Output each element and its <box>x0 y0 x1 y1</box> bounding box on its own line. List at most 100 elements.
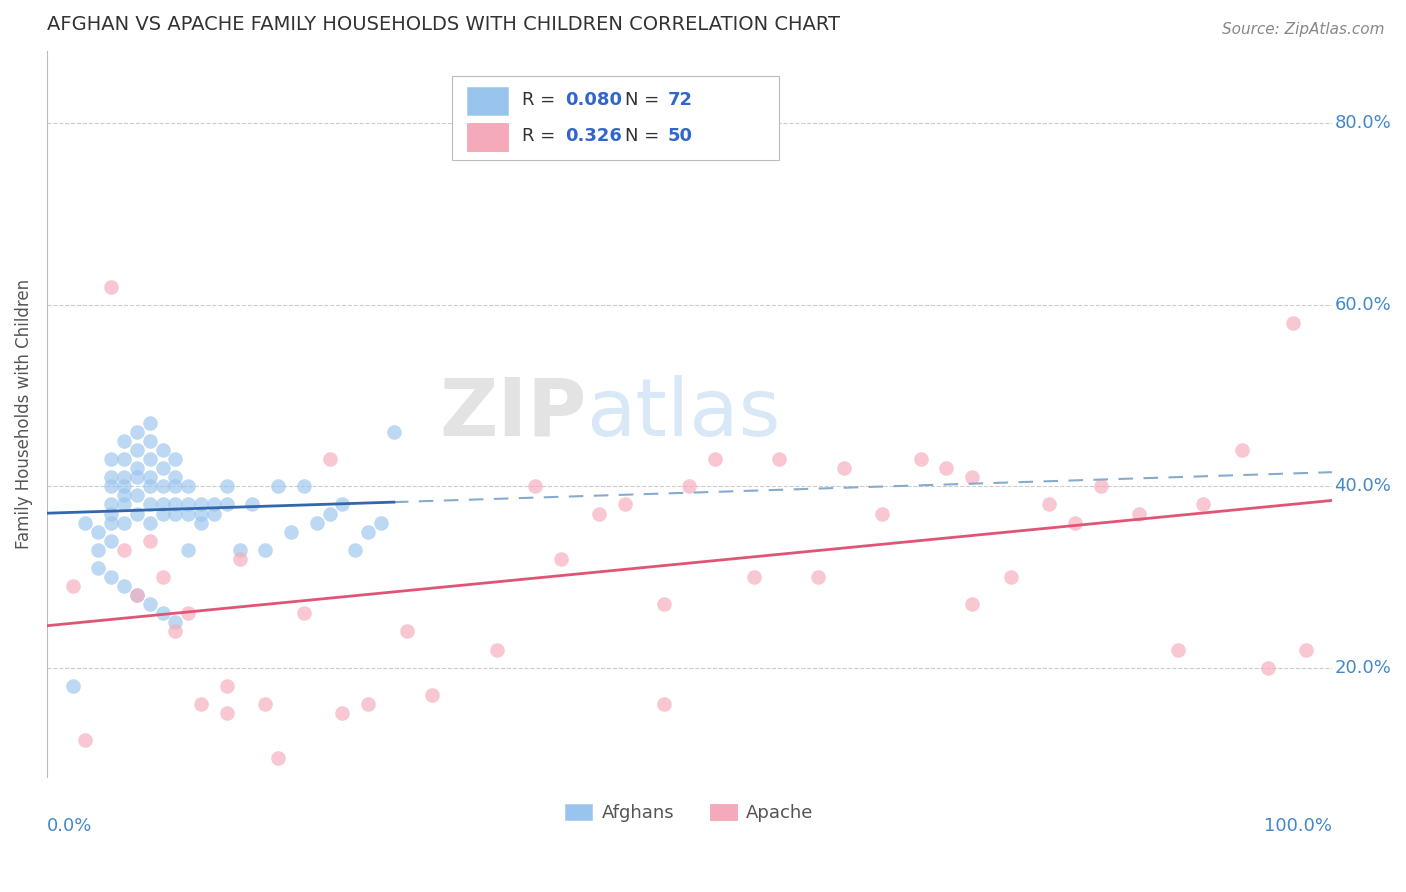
Point <box>704 452 727 467</box>
Text: 80.0%: 80.0% <box>1334 114 1392 132</box>
Point <box>422 688 444 702</box>
Point <box>100 498 122 512</box>
Point <box>228 552 250 566</box>
Point <box>1038 498 1060 512</box>
Text: 40.0%: 40.0% <box>1334 477 1392 495</box>
Point <box>112 579 135 593</box>
Point <box>125 443 148 458</box>
Text: 72: 72 <box>668 91 693 109</box>
Text: N =: N = <box>626 128 665 145</box>
Text: R =: R = <box>523 91 561 109</box>
Y-axis label: Family Households with Children: Family Households with Children <box>15 278 32 549</box>
Point <box>138 533 160 548</box>
Point <box>112 452 135 467</box>
FancyBboxPatch shape <box>451 76 779 160</box>
Point <box>165 498 187 512</box>
Point <box>112 542 135 557</box>
Point <box>138 498 160 512</box>
Text: atlas: atlas <box>586 375 780 453</box>
Point <box>935 461 957 475</box>
Point <box>165 615 187 630</box>
Point <box>100 507 122 521</box>
Point <box>344 542 367 557</box>
Point <box>292 607 315 621</box>
Point <box>112 434 135 448</box>
Point <box>87 524 110 539</box>
Point <box>395 624 418 639</box>
Text: 20.0%: 20.0% <box>1334 659 1392 677</box>
Text: Source: ZipAtlas.com: Source: ZipAtlas.com <box>1222 22 1385 37</box>
Point <box>138 516 160 530</box>
Point <box>100 279 122 293</box>
Point <box>152 443 174 458</box>
Point <box>332 706 354 720</box>
Point <box>292 479 315 493</box>
Point <box>832 461 855 475</box>
Point <box>228 542 250 557</box>
Point <box>960 470 983 484</box>
Point <box>370 516 392 530</box>
Legend: Afghans, Apache: Afghans, Apache <box>558 797 821 830</box>
Point <box>1295 642 1317 657</box>
Point <box>152 479 174 493</box>
Text: 60.0%: 60.0% <box>1334 296 1392 314</box>
Point <box>152 507 174 521</box>
Point <box>870 507 893 521</box>
Point <box>318 452 340 467</box>
Point <box>190 516 212 530</box>
Point <box>524 479 547 493</box>
Point <box>177 607 200 621</box>
FancyBboxPatch shape <box>467 87 508 115</box>
Point <box>1167 642 1189 657</box>
Point <box>125 425 148 439</box>
Point <box>112 498 135 512</box>
Point <box>1064 516 1087 530</box>
Text: 0.326: 0.326 <box>565 128 621 145</box>
Point <box>125 488 148 502</box>
Text: 0.080: 0.080 <box>565 91 621 109</box>
Point <box>254 542 277 557</box>
Point <box>165 624 187 639</box>
Point <box>138 416 160 430</box>
Point <box>742 570 765 584</box>
Point <box>280 524 302 539</box>
Point <box>960 597 983 611</box>
FancyBboxPatch shape <box>467 123 508 151</box>
Point <box>75 733 97 747</box>
Point <box>125 470 148 484</box>
Point <box>318 507 340 521</box>
Point <box>202 507 225 521</box>
Point <box>125 507 148 521</box>
Point <box>165 470 187 484</box>
Point <box>190 507 212 521</box>
Point <box>165 479 187 493</box>
Point <box>138 597 160 611</box>
Point <box>267 751 290 765</box>
Point <box>768 452 790 467</box>
Point <box>1000 570 1022 584</box>
Point <box>177 542 200 557</box>
Point <box>100 452 122 467</box>
Text: 100.0%: 100.0% <box>1264 816 1331 835</box>
Point <box>152 570 174 584</box>
Point <box>62 679 84 693</box>
Point <box>87 542 110 557</box>
Point <box>177 479 200 493</box>
Point <box>215 706 238 720</box>
Point <box>152 498 174 512</box>
Point <box>678 479 700 493</box>
Text: 50: 50 <box>668 128 693 145</box>
Point <box>382 425 405 439</box>
Point <box>112 488 135 502</box>
Point <box>357 524 380 539</box>
Point <box>100 533 122 548</box>
Point <box>138 479 160 493</box>
Point <box>242 498 264 512</box>
Point <box>550 552 572 566</box>
Text: AFGHAN VS APACHE FAMILY HOUSEHOLDS WITH CHILDREN CORRELATION CHART: AFGHAN VS APACHE FAMILY HOUSEHOLDS WITH … <box>46 15 839 34</box>
Point <box>62 579 84 593</box>
Point <box>138 452 160 467</box>
Point <box>1128 507 1150 521</box>
Text: 0.0%: 0.0% <box>46 816 93 835</box>
Point <box>267 479 290 493</box>
